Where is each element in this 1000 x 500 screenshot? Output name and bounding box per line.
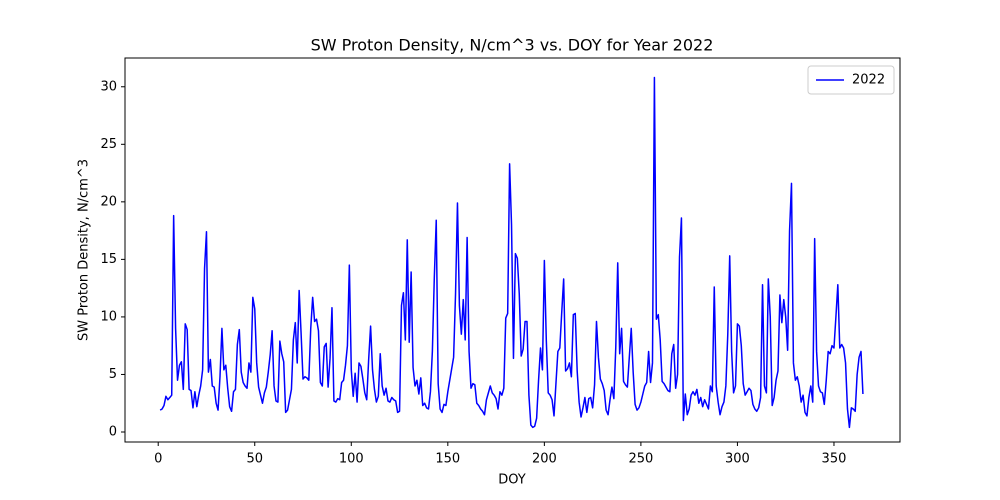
y-tick-label: 15 — [100, 252, 117, 267]
chart-title: SW Proton Density, N/cm^3 vs. DOY for Ye… — [311, 36, 714, 55]
legend-label: 2022 — [852, 73, 885, 88]
y-axis-label: SW Proton Density, N/cm^3 — [77, 159, 92, 341]
y-tick-label: 20 — [100, 194, 117, 209]
axes-frame — [124, 57, 901, 443]
data-line — [159, 76, 864, 429]
x-tick-label: 100 — [339, 452, 364, 467]
x-tick-label: 150 — [435, 452, 460, 467]
y-tick-label: 30 — [100, 79, 117, 94]
x-axis-label: DOY — [498, 473, 526, 488]
y-tick-label: 5 — [109, 367, 117, 382]
x-tick-label: 250 — [628, 452, 653, 467]
x-tick-label: 50 — [246, 452, 263, 467]
x-tick-label: 0 — [154, 452, 162, 467]
y-tick-label: 0 — [109, 424, 117, 439]
x-tick-label: 200 — [532, 452, 557, 467]
legend-box — [807, 65, 895, 95]
x-tick-label: 350 — [822, 452, 847, 467]
x-tick-label: 300 — [725, 452, 750, 467]
y-tick-label: 25 — [100, 137, 117, 152]
y-tick-label: 10 — [100, 309, 117, 324]
